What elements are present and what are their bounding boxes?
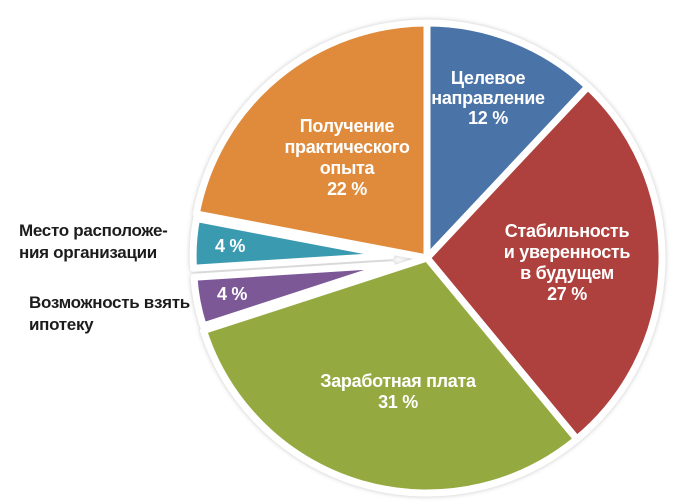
pie-slice-label: 4 % [217, 284, 247, 304]
pie-slice-label: 4 % [215, 236, 245, 256]
label-mortgage-line2: ипотеку [29, 315, 94, 334]
label-location-organization: Место расположе- ния организации [19, 220, 168, 264]
pie-slice [423, 19, 592, 262]
pie-slice [192, 19, 431, 262]
pie-slice [189, 215, 395, 272]
label-location-line1: Место расположе- [19, 221, 168, 240]
label-mortgage-line1: Возможность взять [29, 293, 190, 312]
pie-slice [190, 261, 396, 330]
pie-slice-label: Целевое направление 12 % [431, 68, 545, 128]
label-mortgage-option: Возможность взять ипотеку [29, 292, 190, 336]
pie-slice-label: Получение практического опыта 22 % [284, 116, 409, 199]
pie-slice-label: Заработная плата 31 % [320, 371, 477, 412]
pie-slice-label: Стабильность и уверенность в будущем 27 % [504, 221, 631, 304]
pie-slice [200, 254, 581, 497]
pie-slice [423, 83, 666, 443]
label-location-line2: ния организации [19, 243, 157, 262]
